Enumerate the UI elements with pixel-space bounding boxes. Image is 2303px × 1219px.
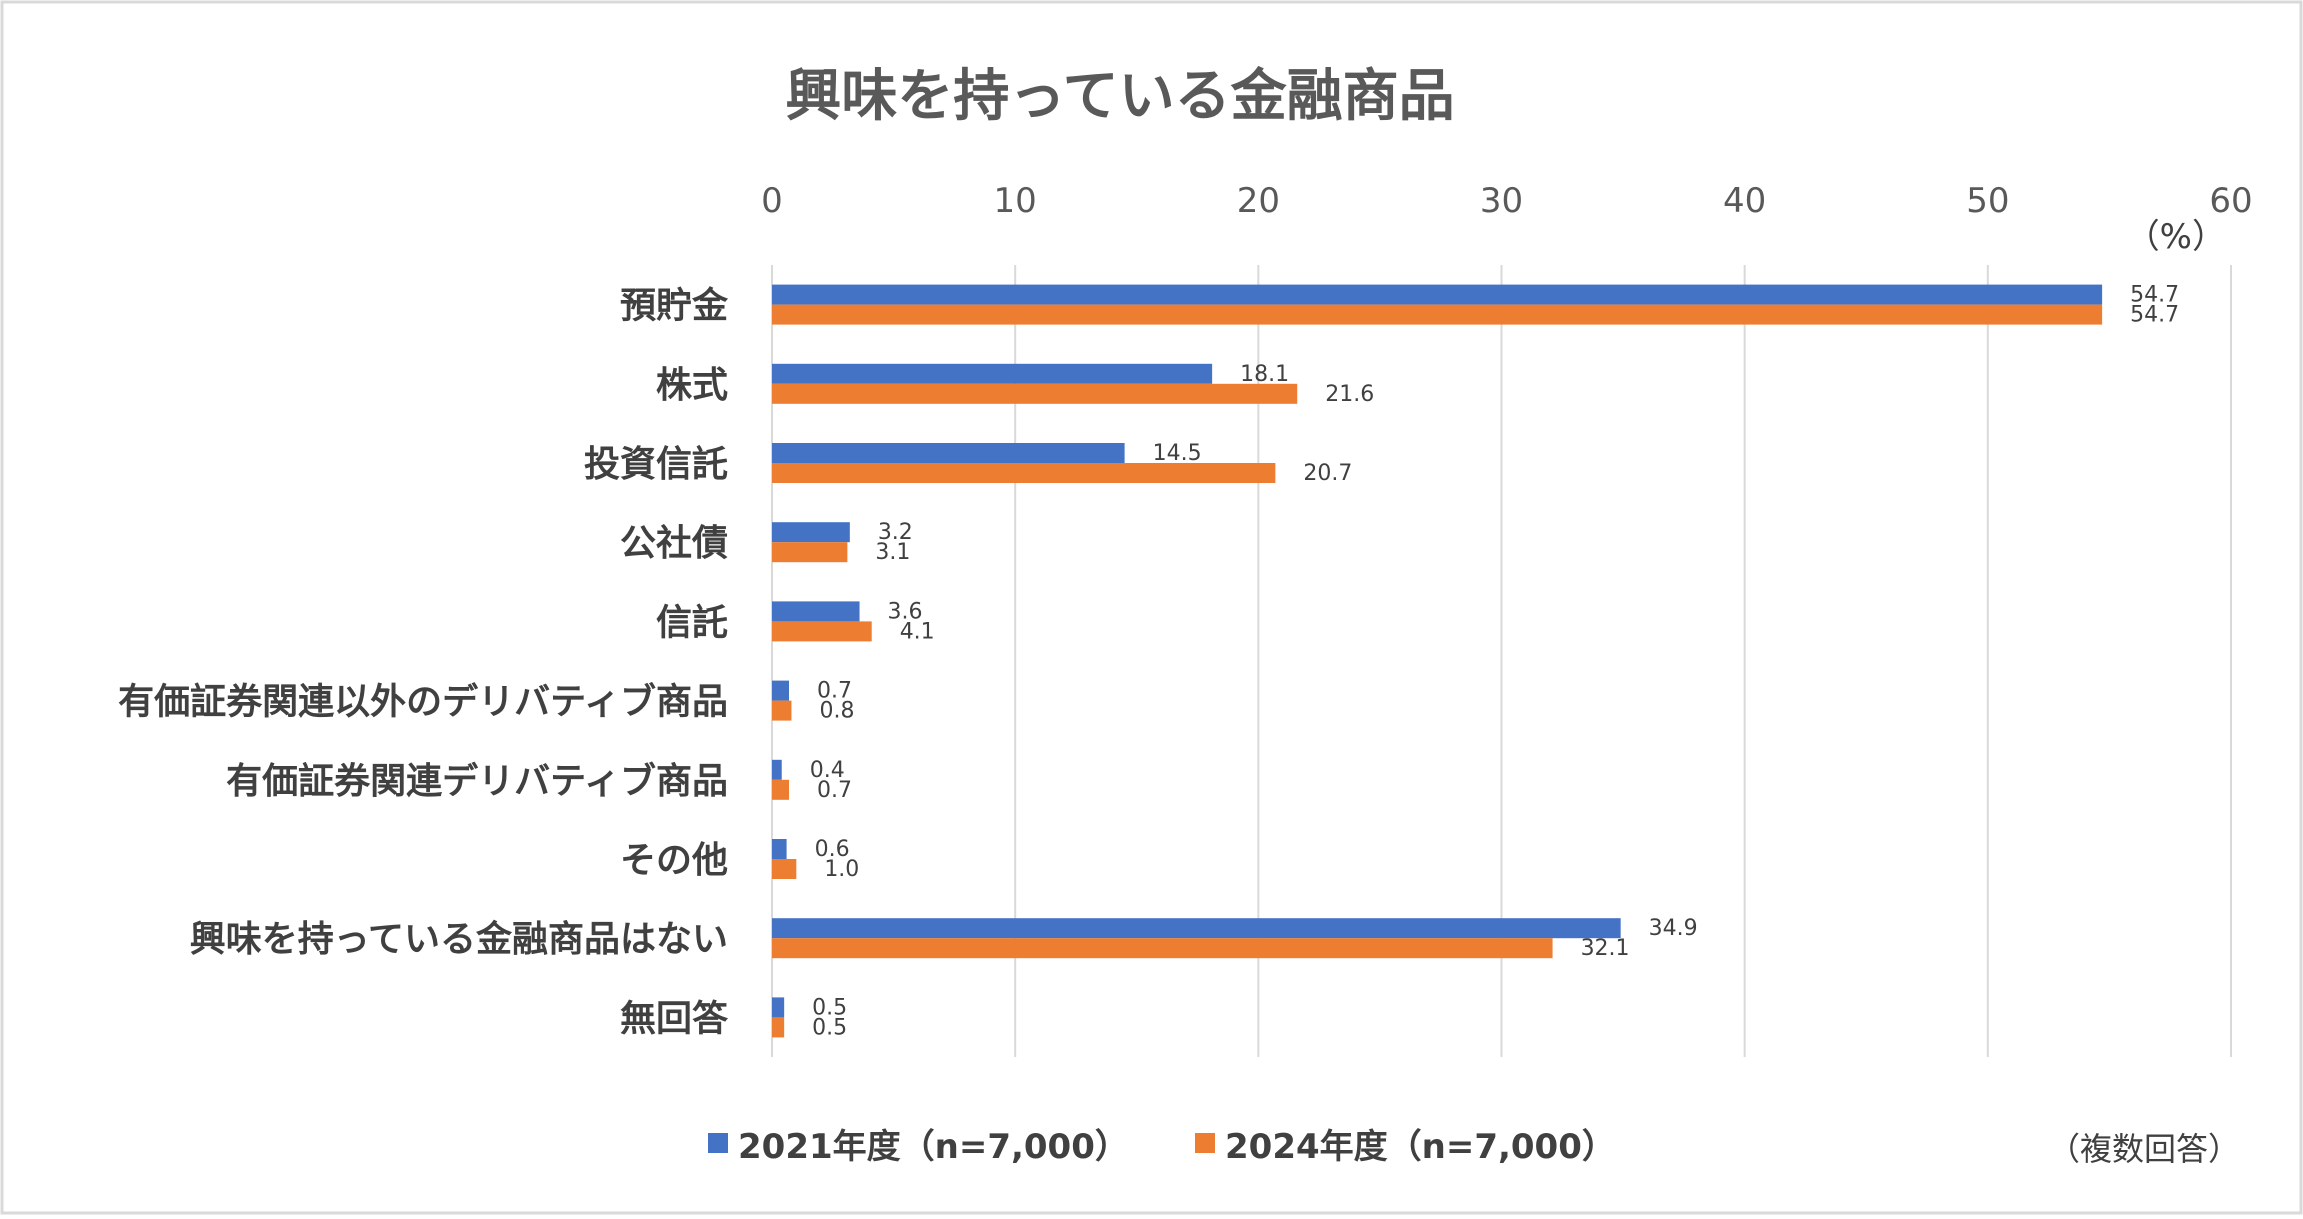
- x-tick-label: 60: [2209, 181, 2252, 221]
- data-label: 0.8: [819, 699, 854, 724]
- bar-2021: [772, 284, 2103, 305]
- bar-2024: [772, 621, 872, 642]
- category-label: 預貯金: [620, 285, 729, 327]
- x-tick-label: 0: [761, 181, 783, 221]
- bar-2024: [772, 304, 2103, 325]
- data-label: 3.2: [878, 520, 913, 545]
- category-label: 信託: [656, 602, 728, 643]
- bar-2024: [772, 938, 1553, 959]
- legend-swatch-2024: [1195, 1133, 1215, 1153]
- bar-2021: [772, 759, 782, 780]
- bar-2024: [772, 700, 792, 721]
- data-label: 0.5: [812, 1015, 847, 1040]
- data-label: 54.7: [2130, 283, 2179, 308]
- bar-2021: [772, 522, 850, 543]
- legend-swatch-2021: [708, 1133, 728, 1153]
- category-label: 公社債: [620, 523, 728, 564]
- bar-2024: [772, 1017, 785, 1038]
- category-label: 興味を持っている金融商品はない: [190, 918, 728, 960]
- bar-2021: [772, 363, 1213, 384]
- x-tick-label: 10: [994, 181, 1037, 221]
- x-tick-label: 40: [1723, 181, 1766, 221]
- bars: [772, 284, 2103, 1038]
- data-label: 34.9: [1649, 916, 1698, 941]
- x-tick-label: 50: [1966, 181, 2009, 221]
- data-label: 54.7: [2130, 303, 2179, 328]
- data-label: 0.5: [812, 995, 847, 1020]
- bar-2021: [772, 443, 1125, 463]
- x-tick-label: 30: [1480, 181, 1523, 221]
- bar-2024: [772, 383, 1298, 404]
- unit-label: （%）: [2126, 217, 2226, 257]
- data-label: 0.7: [817, 679, 852, 704]
- category-label: 株式: [656, 365, 728, 406]
- data-label: 20.7: [1303, 461, 1352, 486]
- data-labels: 54.754.718.121.614.520.73.23.13.64.10.70…: [810, 283, 2179, 1041]
- category-label: 有価証券関連以外のデリバティブ商品: [118, 681, 728, 723]
- chart-title: 興味を持っている金融商品: [785, 64, 1454, 129]
- data-label: 0.6: [815, 837, 850, 862]
- category-label: 無回答: [620, 998, 729, 1039]
- data-label: 21.6: [1325, 382, 1374, 407]
- bar-2021: [772, 918, 1621, 939]
- data-label: 32.1: [1581, 936, 1630, 961]
- bar-2024: [772, 463, 1276, 483]
- bar-2021: [772, 680, 790, 701]
- response-note: （複数回答）: [2048, 1130, 2240, 1168]
- x-axis-ticks: 0 10 20 30 40 50 60: [761, 181, 2252, 221]
- category-labels: 預貯金株式投資信託公社債信託有価証券関連以外のデリバティブ商品有価証券関連デリバ…: [118, 285, 729, 1040]
- bar-2024: [772, 859, 797, 879]
- category-label: 投資信託: [584, 444, 728, 485]
- legend-label-2024: 2024年度（n=7,000）: [1225, 1127, 1616, 1167]
- bar-2021: [772, 839, 787, 859]
- legend: 2021年度（n=7,000） 2024年度（n=7,000）: [708, 1127, 1616, 1167]
- data-label: 14.5: [1153, 441, 1202, 466]
- data-label: 4.1: [900, 619, 935, 644]
- data-label: 3.1: [875, 540, 910, 565]
- data-label: 1.0: [824, 857, 859, 882]
- bar-2021: [772, 997, 785, 1018]
- data-label: 3.6: [888, 599, 923, 624]
- legend-label-2021: 2021年度（n=7,000）: [738, 1127, 1129, 1167]
- x-tick-label: 20: [1237, 181, 1280, 221]
- bar-2024: [772, 779, 790, 800]
- data-label: 0.7: [817, 778, 852, 803]
- data-label: 0.4: [810, 758, 845, 783]
- bar-2024: [772, 542, 848, 563]
- data-label: 18.1: [1240, 362, 1289, 387]
- category-label: 有価証券関連デリバティブ商品: [226, 760, 728, 802]
- bar-2021: [772, 601, 860, 622]
- category-label: その他: [620, 840, 728, 881]
